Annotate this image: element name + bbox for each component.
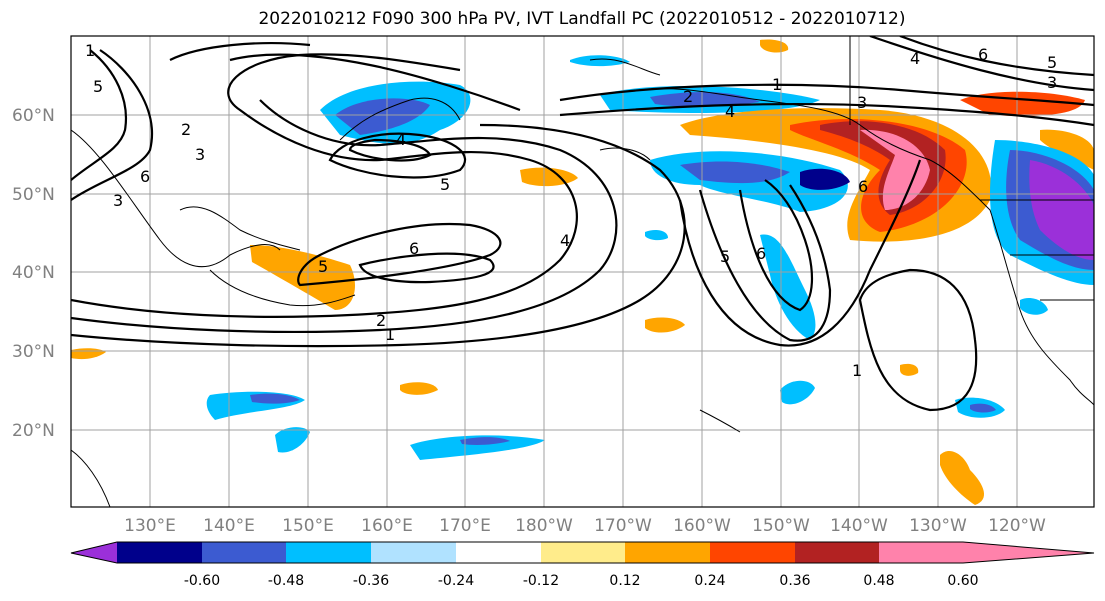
colorbar-swatch [541, 542, 625, 563]
contour-label: 4 [396, 130, 406, 149]
contour-label: 3 [1047, 73, 1057, 92]
contour-label: 6 [409, 239, 419, 258]
colorbar-swatch [286, 542, 371, 563]
colorbar-tick: 0.60 [947, 573, 978, 589]
contour-label: 5 [1047, 53, 1057, 72]
lat-label: 40°N [12, 263, 55, 283]
colorbar-tick: -0.60 [184, 573, 220, 589]
contour-label: 6 [978, 45, 988, 64]
colorbar-swatch [117, 542, 202, 563]
colorbar-swatch [456, 542, 541, 563]
colorbar-extend-min [71, 542, 117, 563]
map-frame [70, 35, 1095, 508]
lat-label: 60°N [12, 106, 55, 126]
contour-label: 2 [376, 311, 386, 330]
colorbar-tick: 0.12 [609, 573, 640, 589]
lon-label: 170°W [594, 516, 652, 536]
contour-label: 6 [858, 177, 868, 196]
colorbar-swatch [879, 542, 963, 563]
lon-label: 160°W [673, 516, 731, 536]
colorbar-swatch [202, 542, 286, 563]
lon-label: 180°W [515, 516, 573, 536]
contour-label: 4 [725, 102, 735, 121]
colorbar-swatch [795, 542, 879, 563]
contour-label: 2 [181, 120, 191, 139]
colorbar-tick: -0.48 [268, 573, 304, 589]
lon-label: 140°E [203, 516, 255, 536]
lat-label: 50°N [12, 185, 55, 205]
colorbar-tick: 0.24 [694, 573, 725, 589]
contour-label: 2 [683, 87, 693, 106]
lon-label: 140°W [830, 516, 888, 536]
colorbar-tick: 0.48 [863, 573, 894, 589]
contour-label: 1 [85, 41, 95, 60]
coastlines [71, 36, 1094, 507]
contour-labels: 1 2 3 4 5 6 1 2 3 4 5 6 1 2 3 4 5 6 4 5 … [85, 41, 1057, 380]
contour-label: 5 [440, 175, 450, 194]
contour-label: 5 [720, 247, 730, 266]
lon-label: 130°E [124, 516, 176, 536]
contour-label: 5 [93, 77, 103, 96]
lon-label: 130°W [909, 516, 967, 536]
lon-label: 150°E [282, 516, 334, 536]
colorbar-tick: -0.12 [523, 573, 559, 589]
contour-label: 6 [756, 244, 766, 263]
lat-label: 20°N [12, 421, 55, 441]
colorbar-swatch [625, 542, 710, 563]
colorbar-swatch [371, 542, 456, 563]
contour-label: 1 [385, 325, 395, 344]
colorbar-tick: 0.36 [779, 573, 810, 589]
lon-label: 150°W [752, 516, 810, 536]
contour-label: 1 [772, 75, 782, 94]
colorbar: -0.60 -0.48 -0.36 -0.24 -0.12 0.12 0.24 … [70, 541, 1095, 589]
contour-label: 6 [140, 167, 150, 186]
contour-label: 4 [560, 231, 570, 250]
colorbar-tick: -0.36 [353, 573, 389, 589]
lon-label: 160°E [361, 516, 413, 536]
lat-label: 30°N [12, 342, 55, 362]
contour-label: 5 [318, 257, 328, 276]
latitude-labels: 60°N 50°N 40°N 30°N 20°N [12, 106, 55, 441]
contour-label: 3 [113, 191, 123, 210]
contour-label: 4 [910, 49, 920, 68]
contour-label: 3 [195, 145, 205, 164]
map-title: 2022010212 F090 300 hPa PV, IVT Landfall… [258, 9, 906, 29]
pv-contours [71, 36, 1094, 412]
colorbar-tick: -0.24 [438, 573, 474, 589]
longitude-labels: 130°E 140°E 150°E 160°E 170°E 180°W 170°… [124, 516, 1046, 536]
lon-label: 120°W [988, 516, 1046, 536]
lon-label: 170°E [439, 516, 491, 536]
contour-label: 1 [852, 361, 862, 380]
contour-label: 3 [857, 93, 867, 112]
colorbar-swatch [710, 542, 795, 563]
colorbar-extend-max [963, 542, 1094, 563]
